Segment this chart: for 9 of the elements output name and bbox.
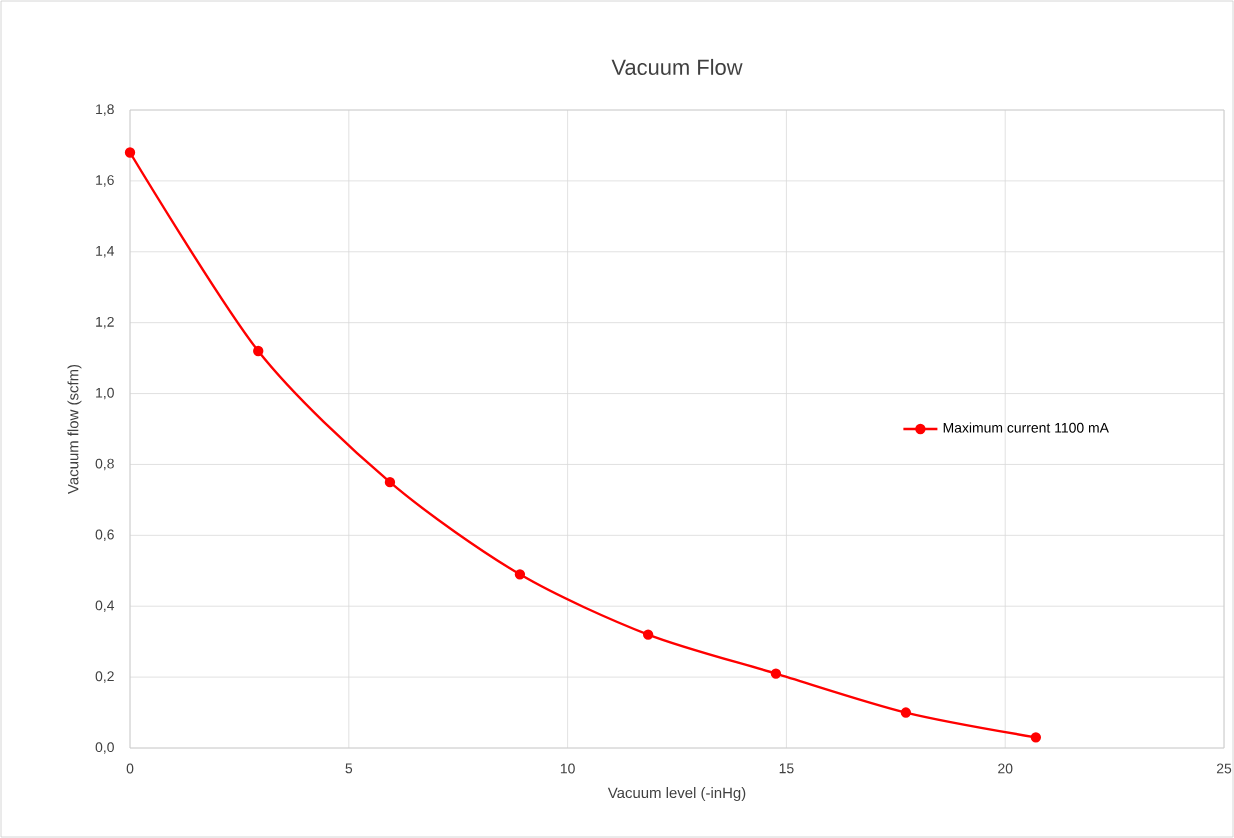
- point: [1030, 732, 1042, 743]
- point: [124, 147, 136, 158]
- point: [253, 345, 264, 357]
- point: [642, 629, 654, 640]
- point: [900, 707, 912, 718]
- point: [514, 569, 526, 580]
- point: [770, 668, 782, 679]
- chart-title: Vacuum Flow: [611, 58, 743, 76]
- point: [384, 476, 396, 488]
